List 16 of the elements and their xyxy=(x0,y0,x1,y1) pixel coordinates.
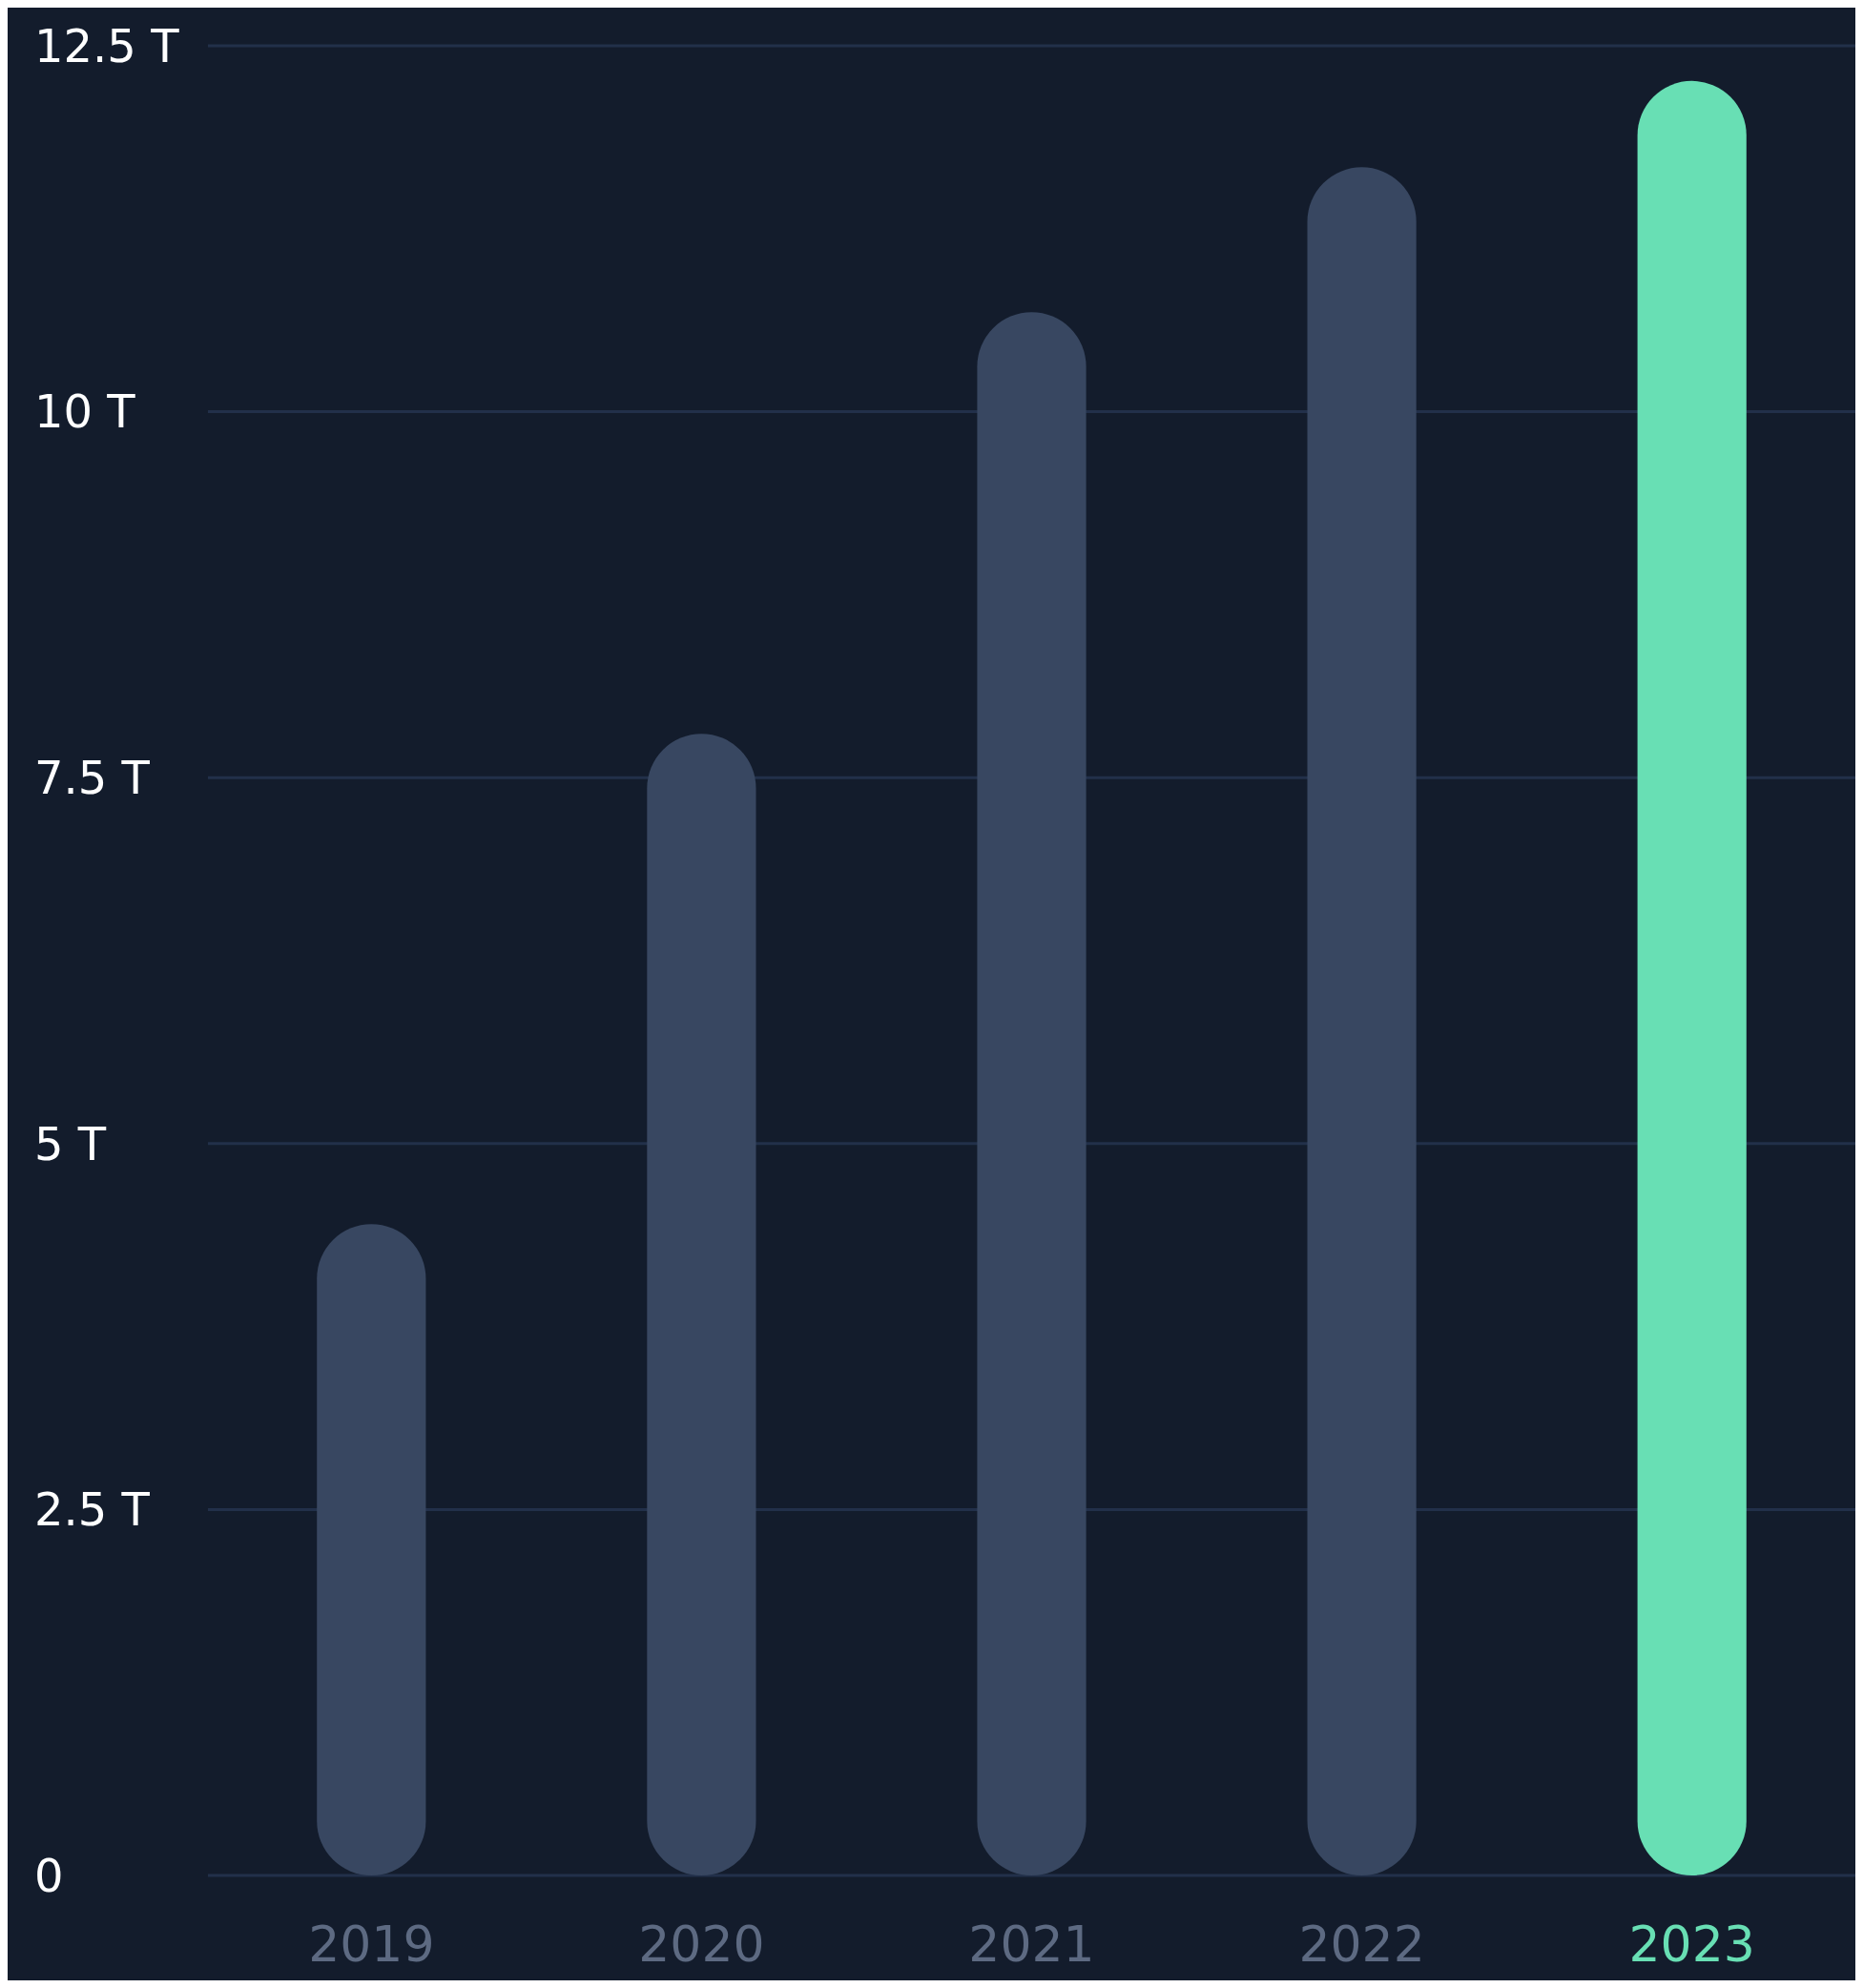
y-tick-label: 5 T xyxy=(34,1116,107,1170)
bar xyxy=(1307,167,1417,1875)
x-tick-label: 2020 xyxy=(638,1916,765,1973)
y-tick-label: 0 xyxy=(34,1848,64,1902)
x-tick-label: 2021 xyxy=(968,1916,1095,1973)
x-tick-label: 2019 xyxy=(308,1916,435,1973)
bar xyxy=(1637,80,1747,1875)
bar xyxy=(317,1224,426,1875)
bar xyxy=(977,312,1087,1875)
x-tick-label: 2022 xyxy=(1298,1916,1425,1973)
y-tick-label: 12.5 T xyxy=(34,18,180,72)
y-tick-label: 7.5 T xyxy=(34,751,151,804)
y-tick-label: 2.5 T xyxy=(34,1482,151,1537)
x-tick-label: 2023 xyxy=(1628,1916,1755,1973)
bar xyxy=(647,734,756,1875)
y-tick-label: 10 T xyxy=(34,384,136,439)
